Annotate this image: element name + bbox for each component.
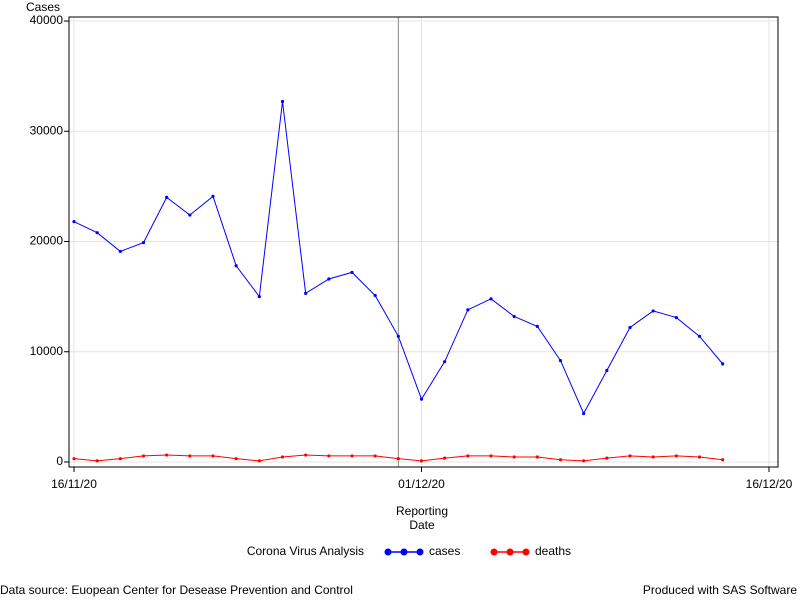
data-point [234, 457, 238, 461]
y-axis-label: Cases [26, 0, 60, 14]
data-point [118, 249, 122, 254]
data-point [257, 295, 261, 299]
data-point [72, 457, 76, 461]
data-point [628, 454, 632, 458]
data-point [535, 324, 539, 328]
data-point [535, 455, 539, 459]
data-point [95, 459, 99, 463]
data-point [396, 334, 400, 338]
data-point [304, 453, 308, 457]
data-point [188, 213, 192, 217]
data-point [257, 459, 261, 463]
x-tick-label: 16/12/20 [746, 477, 793, 491]
data-point [304, 291, 308, 295]
data-point [327, 277, 331, 281]
data-point [141, 454, 146, 458]
data-point [443, 456, 447, 460]
data-point [443, 360, 447, 364]
data-point [211, 454, 215, 458]
data-point [373, 293, 377, 298]
data-point [118, 457, 122, 461]
data-point [350, 454, 354, 458]
legend-label: cases [429, 544, 460, 558]
data-point [558, 458, 563, 462]
data-point [466, 308, 470, 312]
footnote-left: Data source: Euopean Center for Desease … [0, 583, 353, 597]
legend-marker [416, 548, 424, 556]
legend-marker [400, 548, 408, 556]
data-point [489, 297, 493, 301]
y-tick-label: 30000 [30, 123, 64, 137]
y-tick-label: 0 [56, 454, 63, 468]
footnote-right: Produced with SAS Software [643, 583, 797, 597]
data-point [558, 358, 563, 363]
data-point [582, 411, 586, 416]
data-point [674, 454, 678, 458]
data-point [165, 195, 169, 200]
data-point [582, 459, 586, 463]
data-point [165, 453, 169, 457]
data-point [512, 455, 516, 459]
x-tick-label: 16/11/20 [51, 477, 97, 491]
legend-marker [506, 548, 514, 556]
legend-marker [522, 548, 530, 556]
data-point [211, 194, 215, 198]
data-point [512, 314, 516, 319]
data-point [72, 220, 76, 224]
y-tick-label: 20000 [30, 234, 64, 248]
data-point [489, 454, 493, 458]
x-axis-label: Reporting Date [395, 504, 449, 532]
data-point [721, 458, 725, 462]
legend-marker [384, 548, 392, 556]
data-point [674, 315, 678, 320]
data-point [697, 334, 702, 338]
data-point [188, 454, 192, 458]
legend-label: deaths [535, 544, 571, 558]
data-point [419, 459, 424, 463]
data-point [95, 231, 99, 235]
data-point [373, 454, 377, 458]
data-point [605, 368, 609, 373]
data-point [234, 264, 238, 268]
data-point [628, 325, 632, 330]
data-point [141, 241, 146, 245]
data-point [396, 457, 400, 461]
data-point [280, 99, 285, 104]
data-point [605, 456, 609, 460]
data-point [651, 455, 655, 459]
data-point [697, 455, 702, 459]
data-point [419, 397, 424, 401]
y-tick-label: 40000 [30, 13, 64, 27]
legend-title: Corona Virus Analysis [247, 544, 364, 558]
data-point [466, 454, 470, 458]
legend-marker [490, 548, 498, 556]
data-point [280, 455, 285, 459]
y-tick-label: 10000 [30, 344, 64, 358]
data-point [327, 454, 331, 458]
data-point [721, 362, 725, 366]
x-tick-label: 01/12/20 [398, 477, 445, 491]
data-point [350, 270, 354, 274]
data-point [651, 309, 655, 313]
